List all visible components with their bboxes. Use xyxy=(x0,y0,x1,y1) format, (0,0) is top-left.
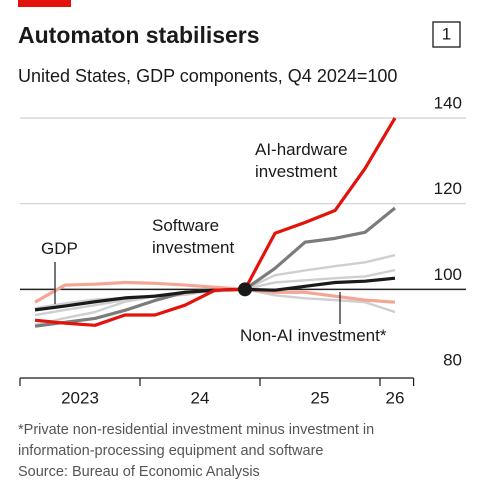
series-label: AI-hardware investment xyxy=(255,140,348,181)
y-tick-label: 140 xyxy=(434,93,462,112)
series-line xyxy=(34,280,396,304)
chart-subtitle: United States, GDP components, Q4 2024=1… xyxy=(18,66,397,86)
series-line xyxy=(34,117,397,327)
badge-box xyxy=(432,21,461,48)
series-label: Software investment xyxy=(152,216,235,257)
chart-title: Automaton stabilisers xyxy=(18,22,260,48)
y-tick-label: 120 xyxy=(434,179,462,198)
source: Source: Bureau of Economic Analysis xyxy=(18,464,260,480)
x-tick-label: 24 xyxy=(191,388,210,407)
x-tick-label: 2023 xyxy=(61,388,99,407)
y-tick-label: 80 xyxy=(443,350,462,369)
base-point xyxy=(238,282,252,297)
x-tick-label: 26 xyxy=(386,388,405,407)
series-label: GDP xyxy=(41,239,78,258)
brand-bar xyxy=(18,0,71,7)
y-tick-label: 100 xyxy=(434,265,462,284)
x-tick-label: 25 xyxy=(311,388,330,407)
badge: 1 xyxy=(442,24,451,43)
series-label: Non-AI investment* xyxy=(240,326,387,345)
footnote: *Private non-residential investment minu… xyxy=(18,422,375,459)
